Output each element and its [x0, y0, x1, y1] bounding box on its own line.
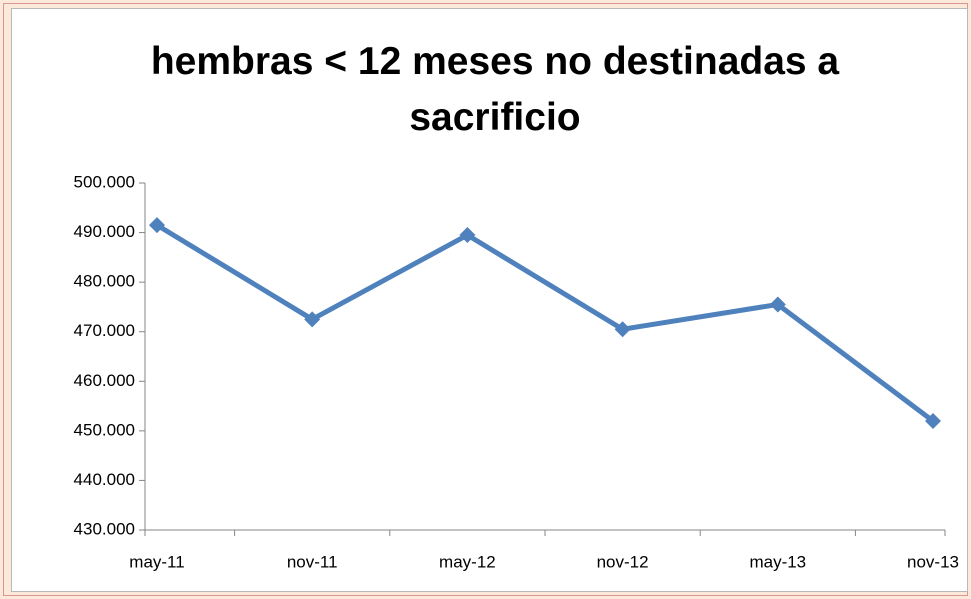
y-tick-label: 470.000	[74, 321, 135, 340]
marker	[925, 412, 941, 429]
y-tick-label: 480.000	[74, 272, 135, 291]
chart-area	[11, 8, 968, 592]
marker	[769, 296, 786, 313]
x-tick-label: nov-11	[287, 552, 338, 571]
y-tick-label: 440.000	[74, 470, 135, 489]
y-tick-label: 490.000	[74, 222, 135, 241]
marker	[614, 321, 631, 338]
marker	[149, 217, 165, 234]
x-tick-label: nov-13	[907, 552, 959, 571]
y-tick-label: 430.000	[74, 519, 135, 538]
marker	[459, 227, 476, 244]
marker	[304, 311, 321, 328]
x-tick-label: may-13	[749, 552, 806, 571]
series-line	[155, 222, 935, 423]
y-tick-label: 500.000	[74, 172, 135, 191]
x-tick-label: may-12	[439, 552, 496, 571]
x-tick-label: may-11	[129, 552, 184, 571]
chart-title: hembras < 12 meses no destinadas a sacri…	[150, 40, 840, 139]
y-tick-label: 460.000	[74, 371, 135, 390]
y-tick-label: 450.000	[74, 420, 135, 439]
x-tick-label: nov-12	[597, 552, 649, 571]
